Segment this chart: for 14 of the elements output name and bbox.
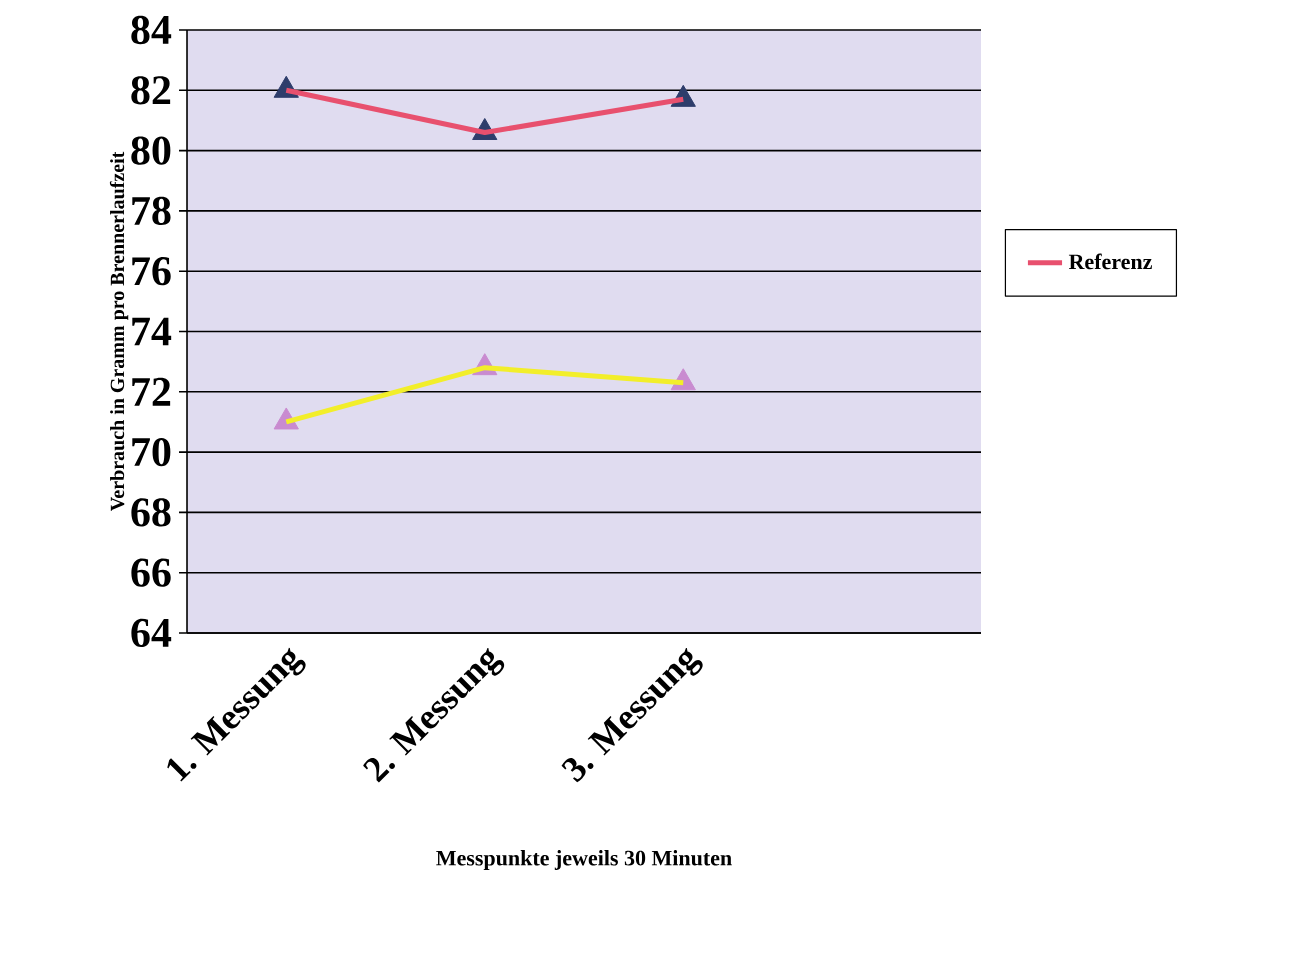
y-tick-label: 84 xyxy=(131,15,172,45)
y-tick-label: 64 xyxy=(131,618,172,648)
y-axis-title: Verbrauch in Gramm pro Brennerlaufzeit xyxy=(109,151,129,512)
y-tick-label: 80 xyxy=(131,136,171,165)
legend-label: Referenz xyxy=(1068,253,1152,270)
x-axis-title: Messpunkte jeweils 30 Minuten xyxy=(436,850,732,870)
y-tick-label: 78 xyxy=(132,196,171,226)
y-tick-label: 72 xyxy=(132,377,171,406)
y-tick-label: 66 xyxy=(131,558,171,587)
y-tick-label: 76 xyxy=(132,257,171,286)
y-tick-label: 74 xyxy=(132,317,172,346)
y-tick-label: 70 xyxy=(132,437,171,467)
y-tick-label: 82 xyxy=(131,76,171,105)
y-tick-label: 68 xyxy=(131,498,171,527)
